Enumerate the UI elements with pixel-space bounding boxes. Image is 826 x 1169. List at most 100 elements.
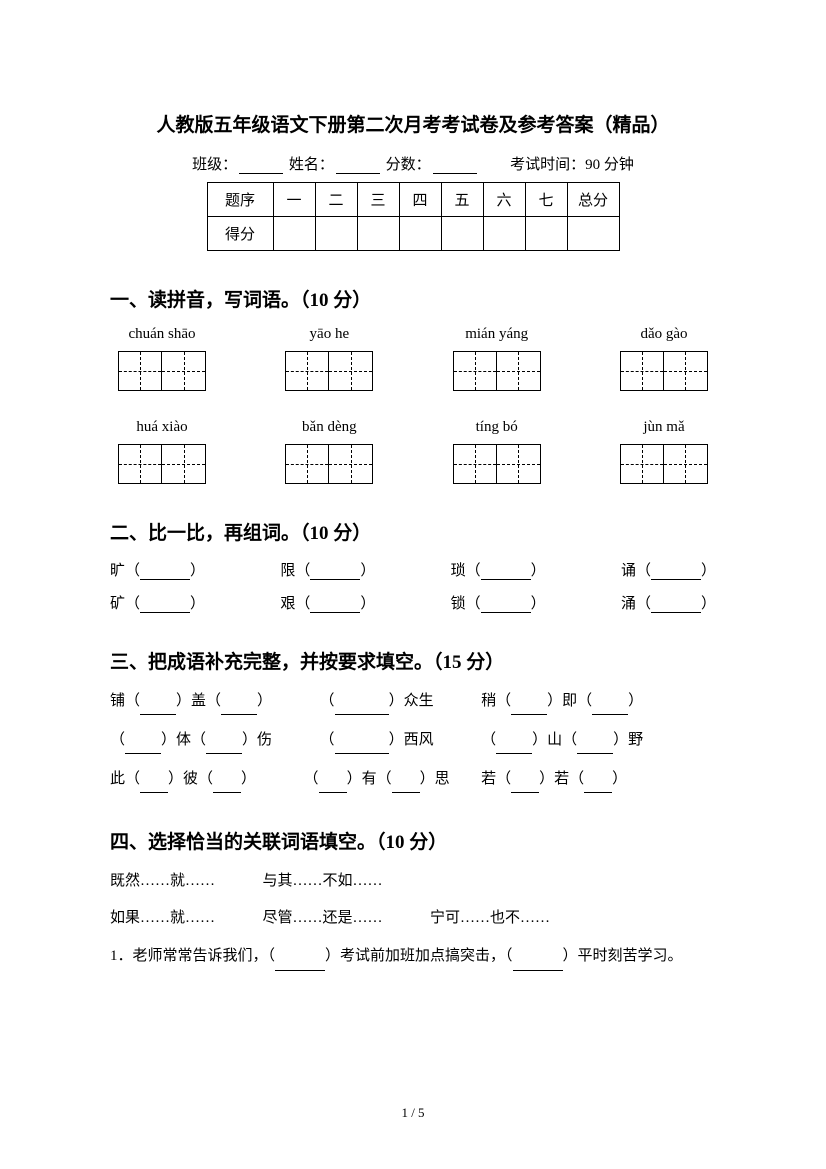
fill-blank[interactable] <box>651 599 701 613</box>
fill-blank[interactable] <box>221 701 257 715</box>
char-box-pair[interactable] <box>118 351 206 391</box>
pinyin-label: huá xiào <box>136 419 187 436</box>
pinyin-label: tíng bó <box>476 419 518 436</box>
char-box-pair[interactable] <box>620 351 708 391</box>
col-header: 六 <box>483 183 525 217</box>
score-cell[interactable] <box>273 217 315 251</box>
score-blank[interactable] <box>433 159 477 174</box>
fill-blank[interactable] <box>511 701 547 715</box>
fill-blank[interactable] <box>310 566 360 580</box>
section-1-title: 一、读拼音，写词语。（10 分） <box>110 285 716 312</box>
pinyin-group: tíng bó <box>453 419 541 484</box>
conjunction-options: 如果……就…… 尽管……还是…… 宁可……也不…… <box>110 905 716 932</box>
fill-blank[interactable] <box>392 779 420 793</box>
compare-item: 旷（） <box>110 559 205 580</box>
name-label: 姓名： <box>289 157 334 173</box>
char-box-pair[interactable] <box>118 444 206 484</box>
col-header: 五 <box>441 183 483 217</box>
fill-blank[interactable] <box>140 599 190 613</box>
idiom-line: （）体（）伤 （）西风 （）山（）野 <box>110 727 716 754</box>
char-box-pair[interactable] <box>453 351 541 391</box>
fill-blank[interactable] <box>125 740 161 754</box>
pinyin-label: yāo he <box>310 326 350 343</box>
class-label: 班级： <box>192 157 237 173</box>
info-line: 班级： 姓名： 分数： 考试时间：90 分钟 <box>110 153 716 174</box>
col-total: 总分 <box>567 183 619 217</box>
char-box-pair[interactable] <box>453 444 541 484</box>
name-blank[interactable] <box>336 159 380 174</box>
compare-item: 限（） <box>280 559 375 580</box>
score-cell[interactable] <box>357 217 399 251</box>
question-1: 1．老师常常告诉我们，（）考试前加班加点搞突击，（）平时刻苦学习。 <box>110 942 716 971</box>
compare-item: 诵（） <box>621 559 716 580</box>
col-header: 四 <box>399 183 441 217</box>
fill-blank[interactable] <box>592 701 628 715</box>
option: 宁可……也不…… <box>430 910 550 926</box>
pinyin-group: bǎn dèng <box>285 419 373 484</box>
char-box-pair[interactable] <box>285 444 373 484</box>
compare-item: 锁（） <box>451 592 546 613</box>
score-cell[interactable] <box>441 217 483 251</box>
col-header: 二 <box>315 183 357 217</box>
row-label: 题序 <box>207 183 273 217</box>
fill-blank[interactable] <box>140 566 190 580</box>
conjunction-options: 既然……就…… 与其……不如…… <box>110 868 716 895</box>
fill-blank[interactable] <box>335 740 389 754</box>
compare-item: 矿（） <box>110 592 205 613</box>
pinyin-group: yāo he <box>285 326 373 391</box>
fill-blank[interactable] <box>496 740 532 754</box>
score-cell[interactable] <box>315 217 357 251</box>
table-row: 题序 一 二 三 四 五 六 七 总分 <box>207 183 619 217</box>
fill-blank[interactable] <box>481 566 531 580</box>
option: 既然……就…… <box>110 873 215 889</box>
fill-blank[interactable] <box>511 779 539 793</box>
pinyin-group: chuán shāo <box>118 326 206 391</box>
compare-row: 旷（） 限（） 琐（） 诵（） <box>110 559 716 580</box>
fill-blank[interactable] <box>481 599 531 613</box>
section-4-title: 四、选择恰当的关联词语填空。（10 分） <box>110 827 716 854</box>
fill-blank[interactable] <box>319 779 347 793</box>
pinyin-label: mián yáng <box>465 326 528 343</box>
pinyin-label: jùn mǎ <box>643 419 684 436</box>
score-cell[interactable] <box>525 217 567 251</box>
col-header: 一 <box>273 183 315 217</box>
class-blank[interactable] <box>239 159 283 174</box>
section-3-title: 三、把成语补充完整，并按要求填空。（15 分） <box>110 647 716 674</box>
idiom-line: 铺（）盖（） （）众生 稍（）即（） <box>110 688 716 715</box>
pinyin-group: dǎo gào <box>620 326 708 391</box>
char-box-pair[interactable] <box>620 444 708 484</box>
section-2-title: 二、比一比，再组词。（10 分） <box>110 518 716 545</box>
row-label: 得分 <box>207 217 273 251</box>
page-number: 1 / 5 <box>0 1105 826 1121</box>
fill-blank[interactable] <box>651 566 701 580</box>
fill-blank[interactable] <box>513 957 563 971</box>
char-box-pair[interactable] <box>285 351 373 391</box>
score-cell[interactable] <box>483 217 525 251</box>
fill-blank[interactable] <box>206 740 242 754</box>
score-cell[interactable] <box>567 217 619 251</box>
fill-blank[interactable] <box>335 701 389 715</box>
option: 尽管……还是…… <box>263 910 383 926</box>
page-title: 人教版五年级语文下册第二次月考考试卷及参考答案（精品） <box>110 110 716 137</box>
fill-blank[interactable] <box>213 779 241 793</box>
col-header: 三 <box>357 183 399 217</box>
score-table: 题序 一 二 三 四 五 六 七 总分 得分 <box>207 182 620 251</box>
compare-row: 矿（） 艰（） 锁（） 涌（） <box>110 592 716 613</box>
idiom-line: 此（）彼（） （）有（）思 若（）若（） <box>110 766 716 793</box>
fill-blank[interactable] <box>275 957 325 971</box>
option: 与其……不如…… <box>263 873 383 889</box>
compare-item: 涌（） <box>621 592 716 613</box>
fill-blank[interactable] <box>310 599 360 613</box>
col-header: 七 <box>525 183 567 217</box>
score-cell[interactable] <box>399 217 441 251</box>
fill-blank[interactable] <box>140 701 176 715</box>
fill-blank[interactable] <box>140 779 168 793</box>
time-label: 考试时间：90 分钟 <box>510 157 634 173</box>
table-row: 得分 <box>207 217 619 251</box>
fill-blank[interactable] <box>577 740 613 754</box>
option: 如果……就…… <box>110 910 215 926</box>
pinyin-group: mián yáng <box>453 326 541 391</box>
compare-item: 艰（） <box>280 592 375 613</box>
fill-blank[interactable] <box>584 779 612 793</box>
pinyin-label: chuán shāo <box>128 326 195 343</box>
